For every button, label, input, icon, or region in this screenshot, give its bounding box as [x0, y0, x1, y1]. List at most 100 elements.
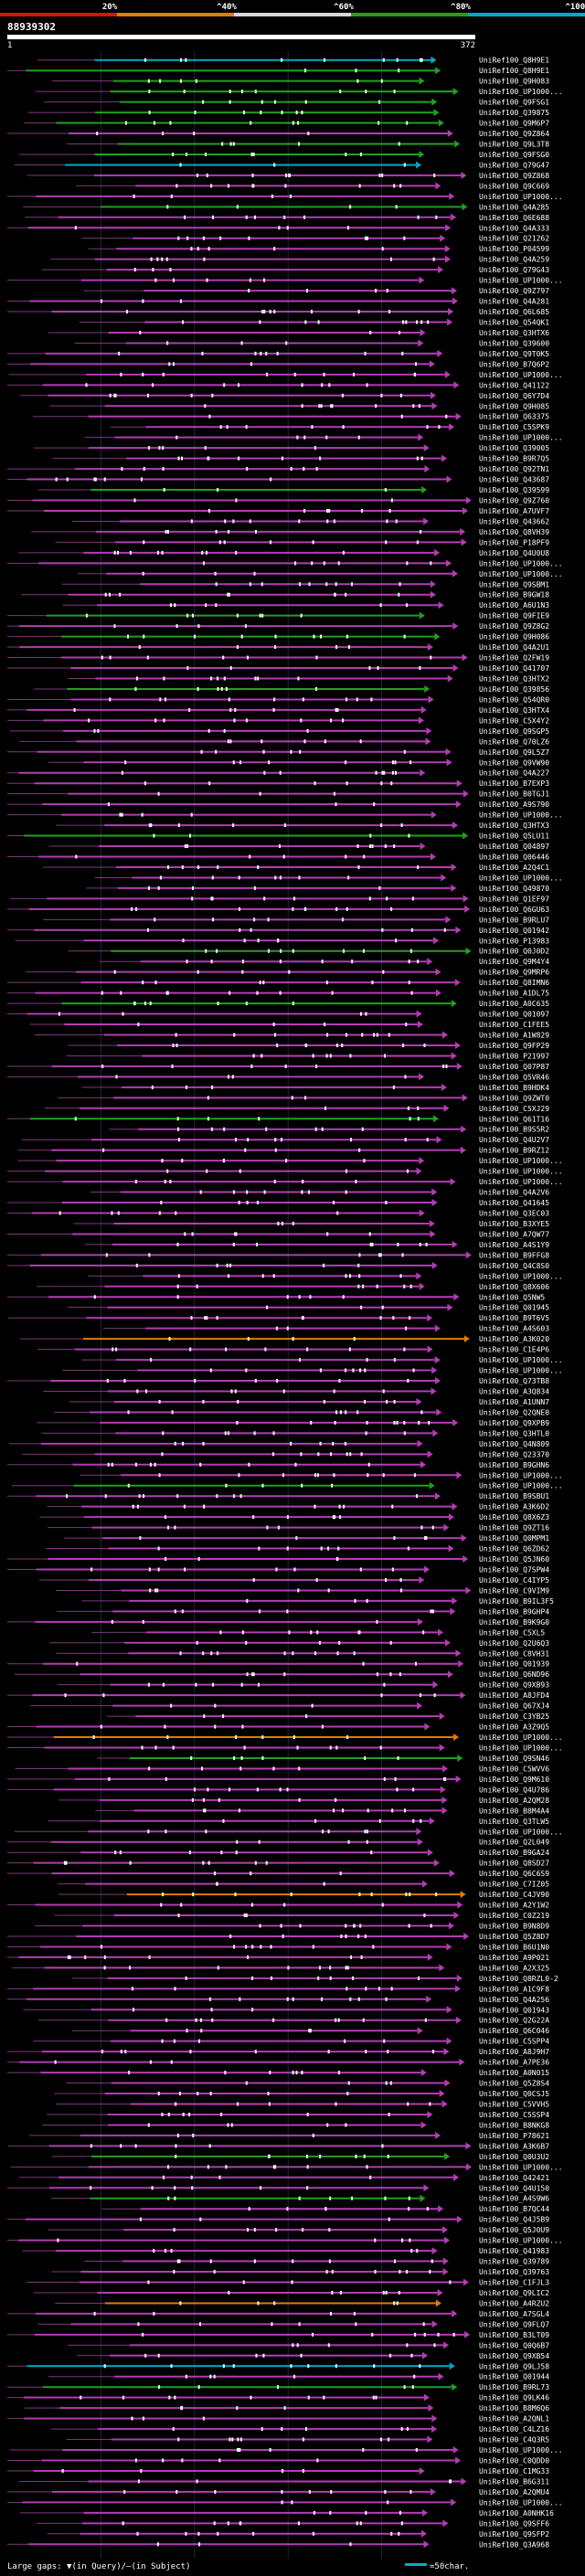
hit-label[interactable]: UniRef100_Q41645 — [479, 1199, 549, 1207]
hit-label[interactable]: UniRef100_Q39875 — [479, 109, 549, 117]
hit-label[interactable]: UniRef100_B9SBU1 — [479, 1492, 549, 1500]
hit-label[interactable]: UniRef100_UP1000... — [479, 570, 563, 578]
hit-label[interactable]: UniRef100_Q9SN46 — [479, 1754, 549, 1763]
hit-label[interactable]: UniRef100_Q01943 — [479, 2006, 549, 2014]
hit-label[interactable]: UniRef100_Q9H086 — [479, 633, 549, 641]
hit-label[interactable]: UniRef100_A2Y1W2 — [479, 1902, 549, 1910]
hit-label[interactable]: UniRef100_Q6GU63 — [479, 906, 549, 914]
hit-label[interactable]: UniRef100_Q01944 — [479, 2373, 549, 2381]
hit-label[interactable]: UniRef100_Q8X606 — [479, 1283, 549, 1291]
hit-label[interactable]: UniRef100_Q9FIE9 — [479, 612, 549, 620]
hit-label[interactable]: UniRef100_B9S5R2 — [479, 1126, 549, 1134]
hit-label[interactable]: UniRef100_Q3HTX4 — [479, 706, 549, 715]
hit-label[interactable]: UniRef100_Q0J0D2 — [479, 948, 549, 956]
hit-label[interactable]: UniRef100_Q5LU11 — [479, 832, 549, 841]
hit-label[interactable]: UniRef100_UP1000... — [479, 811, 563, 820]
hit-label[interactable]: UniRef100_Q39600 — [479, 339, 549, 347]
hit-label[interactable]: UniRef100_Q39005 — [479, 444, 549, 452]
hit-label[interactable]: UniRef100_B8M6Q6 — [479, 2404, 549, 2412]
hit-label[interactable]: UniRef100_C5XL5 — [479, 1628, 545, 1637]
hit-label[interactable]: UniRef100_B9HDK4 — [479, 1084, 549, 1092]
hit-label[interactable]: UniRef100_Q79G47 — [479, 161, 549, 169]
hit-label[interactable]: UniRef100_B9RL73 — [479, 2383, 549, 2391]
hit-label[interactable]: UniRef100_Q9VW90 — [479, 758, 549, 767]
hit-label[interactable]: UniRef100_Q3EC03 — [479, 1210, 549, 1218]
hit-label[interactable]: UniRef100_B9IL3F5 — [479, 1597, 554, 1606]
hit-label[interactable]: UniRef100_Q41983 — [479, 2247, 549, 2255]
hit-label[interactable]: UniRef100_Q92TN1 — [479, 465, 549, 473]
hit-label[interactable]: UniRef100_Q9Z797 — [479, 287, 549, 295]
hit-label[interactable]: UniRef100_Q6Y7D4 — [479, 392, 549, 400]
hit-label[interactable]: UniRef100_A2QM28 — [479, 1797, 549, 1805]
hit-label[interactable]: UniRef100_A2QMU4 — [479, 2488, 549, 2496]
hit-label[interactable]: UniRef100_Q9SFF6 — [479, 2519, 549, 2528]
hit-label[interactable]: UniRef100_Q9T0K5 — [479, 350, 549, 358]
hit-label[interactable]: UniRef100_Q39599 — [479, 486, 549, 494]
hit-label[interactable]: UniRef100_A3Q834 — [479, 1388, 549, 1396]
hit-label[interactable]: UniRef100_Q3HTX6 — [479, 329, 549, 337]
hit-label[interactable]: UniRef100_Q8VH39 — [479, 528, 549, 536]
hit-label[interactable]: UniRef100_A3Z9Q5 — [479, 1723, 549, 1732]
hit-label[interactable]: UniRef100_Q9Z864 — [479, 130, 549, 138]
hit-label[interactable]: UniRef100_Q8H9E1 — [479, 57, 549, 65]
hit-label[interactable]: UniRef100_C5SPK9 — [479, 423, 549, 431]
hit-label[interactable]: UniRef100_A4RZU2 — [479, 2299, 549, 2307]
hit-label[interactable]: UniRef100_Q54QR0 — [479, 695, 549, 704]
hit-label[interactable]: UniRef100_A7SGL4 — [479, 2310, 549, 2318]
hit-label[interactable]: UniRef100_C1MG33 — [479, 2467, 549, 2475]
hit-label[interactable]: UniRef100_A7PE36 — [479, 2059, 549, 2067]
hit-label[interactable]: UniRef100_C5SPP4 — [479, 2038, 549, 2046]
hit-label[interactable]: UniRef100_Q2QNE0 — [479, 1408, 549, 1416]
hit-label[interactable]: UniRef100_Q3A968 — [479, 2540, 549, 2549]
hit-label[interactable]: UniRef100_Q9XB93 — [479, 1681, 549, 1690]
hit-label[interactable]: UniRef100_Q9FP29 — [479, 1042, 549, 1050]
hit-label[interactable]: UniRef100_A1DL75 — [479, 990, 549, 998]
hit-label[interactable]: UniRef100_B9R7Q5 — [479, 455, 549, 463]
hit-label[interactable]: UniRef100_Q9H083 — [479, 78, 549, 86]
hit-label[interactable]: UniRef100_A4S1Y9 — [479, 1241, 549, 1249]
hit-label[interactable]: UniRef100_Q8SD27 — [479, 1860, 549, 1868]
hit-label[interactable]: UniRef100_Q5NW5 — [479, 1293, 545, 1301]
hit-label[interactable]: UniRef100_B7QC44 — [479, 2205, 549, 2213]
hit-label[interactable]: UniRef100_UP1000... — [479, 1744, 563, 1753]
hit-label[interactable]: UniRef100_Q39789 — [479, 2258, 549, 2266]
hit-label[interactable]: UniRef100_Q3TLW5 — [479, 1818, 549, 1826]
hit-label[interactable]: UniRef100_B9GHP4 — [479, 1607, 549, 1616]
hit-label[interactable]: UniRef100_C1FEE5 — [479, 1021, 549, 1029]
hit-label[interactable]: UniRef100_Q6E688 — [479, 214, 549, 222]
hit-label[interactable]: UniRef100_B9T6V5 — [479, 1314, 549, 1322]
hit-label[interactable]: UniRef100_B7EXP3 — [479, 779, 549, 788]
hit-label[interactable]: UniRef100_A7QW77 — [479, 1230, 549, 1238]
hit-label[interactable]: UniRef100_Q4U786 — [479, 1786, 549, 1794]
hit-label[interactable]: UniRef100_A6U1N3 — [479, 601, 549, 610]
hit-label[interactable]: UniRef100_Q4A259 — [479, 256, 549, 264]
hit-label[interactable]: UniRef100_B9RZ12 — [479, 1147, 549, 1155]
hit-label[interactable]: UniRef100_UP1000... — [479, 559, 563, 567]
hit-label[interactable]: UniRef100_P21997 — [479, 1052, 549, 1060]
hit-label[interactable]: UniRef100_Q9H085 — [479, 402, 549, 410]
hit-label[interactable]: UniRef100_UP1000... — [479, 88, 563, 96]
hit-label[interactable]: UniRef100_C5WVV6 — [479, 1765, 549, 1773]
hit-label[interactable]: UniRef100_Q01942 — [479, 927, 549, 935]
hit-label[interactable]: UniRef100_UP1000... — [479, 277, 563, 285]
hit-label[interactable]: UniRef100_Q4A227 — [479, 769, 549, 778]
hit-label[interactable]: UniRef100_UP1000... — [479, 371, 563, 379]
hit-label[interactable]: UniRef100_Q0Q6B7 — [479, 2341, 549, 2349]
hit-label[interactable]: UniRef100_Q9M4Y4 — [479, 958, 549, 966]
hit-label[interactable]: UniRef100_B0TGJ1 — [479, 790, 549, 799]
hit-label[interactable]: UniRef100_Q3HTX2 — [479, 675, 549, 684]
hit-label[interactable]: UniRef100_C4Q3R5 — [479, 2436, 549, 2444]
hit-label[interactable]: UniRef100_C0Z219 — [479, 1912, 549, 1920]
hit-label[interactable]: UniRef100_UP1000... — [479, 1272, 563, 1280]
hit-label[interactable]: UniRef100_A0NHK16 — [479, 2509, 554, 2518]
hit-label[interactable]: UniRef100_Q9ZWT0 — [479, 1094, 549, 1102]
hit-label[interactable]: UniRef100_Q2L049 — [479, 1839, 549, 1847]
hit-label[interactable]: UniRef100_P13983 — [479, 937, 549, 945]
hit-label[interactable]: UniRef100_Q54QK1 — [479, 319, 549, 327]
hit-label[interactable]: UniRef100_Q0CSJ5 — [479, 2090, 549, 2098]
hit-label[interactable]: UniRef100_A1C9F8 — [479, 1985, 549, 1993]
hit-label[interactable]: UniRef100_Q6L685 — [479, 308, 549, 316]
hit-label[interactable]: UniRef100_Q6ZD62 — [479, 1545, 549, 1553]
hit-label[interactable]: UniRef100_Q4A285 — [479, 203, 549, 211]
hit-label[interactable]: UniRef100_Q01097 — [479, 1011, 549, 1019]
